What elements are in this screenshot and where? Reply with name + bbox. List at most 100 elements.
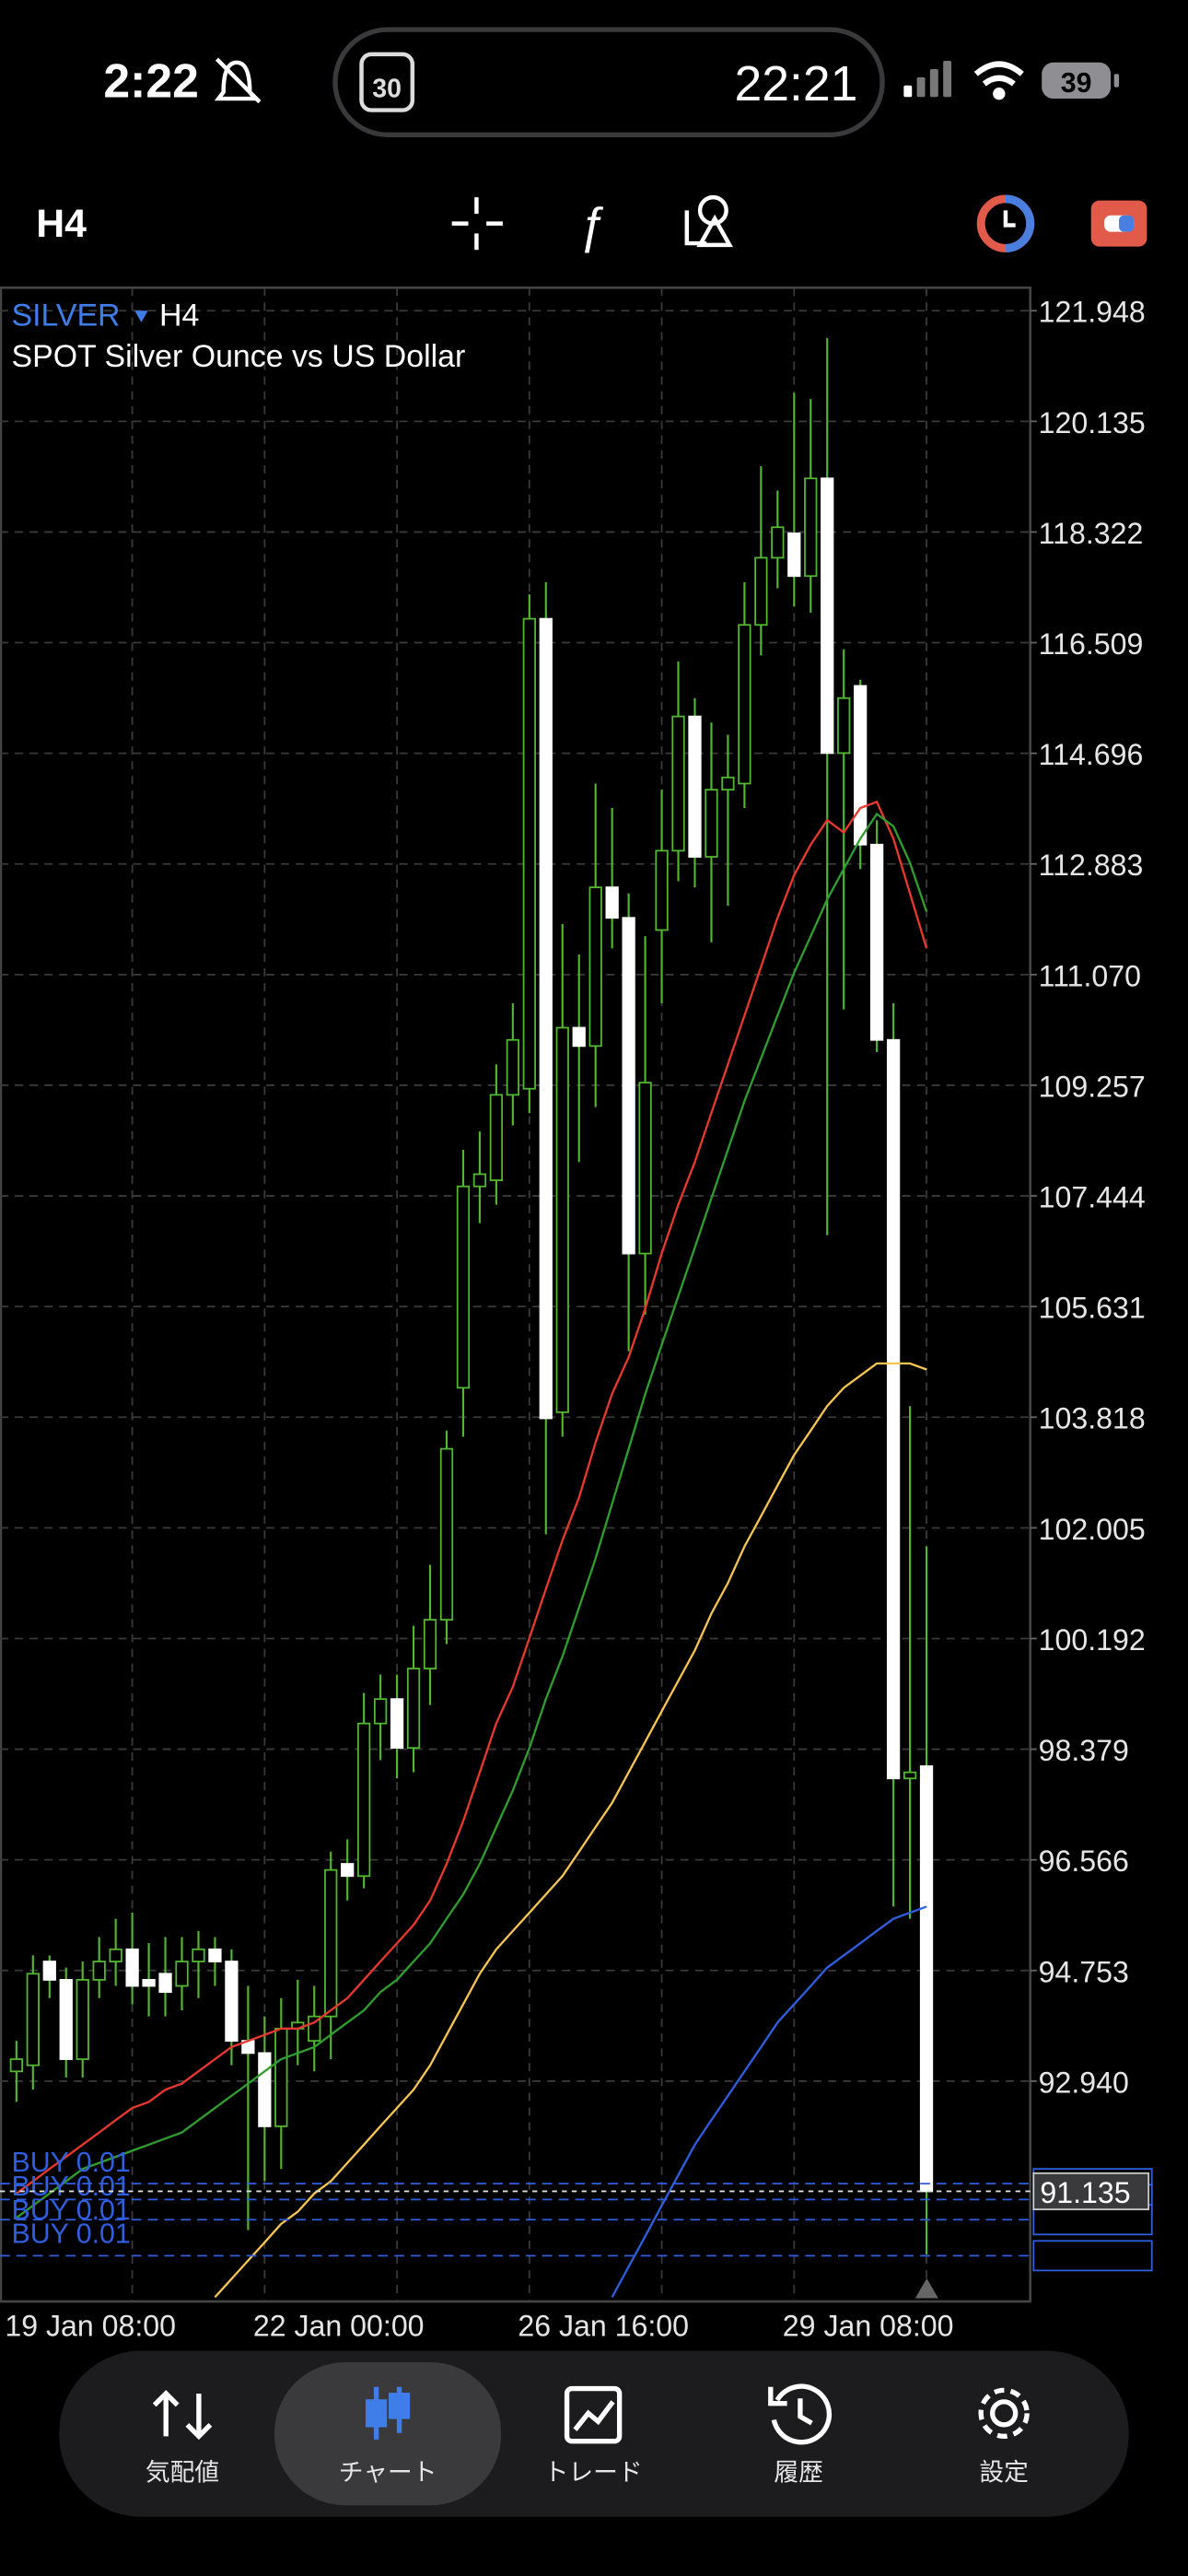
candle-body xyxy=(771,526,785,559)
candle-body xyxy=(655,849,669,931)
y-tick-label: 94.753 xyxy=(1039,1955,1129,1988)
trade-clock-button[interactable] xyxy=(976,194,1035,252)
candle-body xyxy=(754,556,768,626)
candle-body xyxy=(489,1094,504,1181)
y-tick-label: 102.005 xyxy=(1039,1513,1146,1546)
nav-item[interactable]: 履歴 xyxy=(774,2459,823,2487)
battery-tip xyxy=(1113,74,1120,88)
candle-body xyxy=(456,1185,471,1389)
candle-body xyxy=(539,617,553,1420)
candle-body xyxy=(9,2058,23,2073)
crosshair-button[interactable] xyxy=(451,197,503,251)
moving-average xyxy=(214,1362,927,2299)
nav-item[interactable]: 設定 xyxy=(979,2459,1029,2487)
y-tick-label: 118.322 xyxy=(1039,517,1144,550)
account-button[interactable] xyxy=(1090,200,1147,247)
y-tick-label: 111.070 xyxy=(1039,959,1141,992)
y-tick-label: 107.444 xyxy=(1039,1181,1146,1214)
battery-level: 39 xyxy=(1061,68,1092,99)
candle-body xyxy=(258,2052,272,2127)
y-tick-label: 116.509 xyxy=(1039,627,1144,661)
nav-item[interactable]: チャート xyxy=(339,2459,437,2487)
candle-body xyxy=(870,843,884,1041)
x-tick-label: 22 Jan 00:00 xyxy=(253,2309,425,2342)
mute-icon xyxy=(214,57,262,104)
moving-average xyxy=(16,800,928,2195)
x-tick-label: 29 Jan 08:00 xyxy=(783,2309,954,2342)
island-time: 22:21 xyxy=(734,57,857,111)
y-tick-label: 98.379 xyxy=(1039,1734,1129,1767)
candle-body xyxy=(622,917,635,1255)
candle-body xyxy=(341,1863,355,1878)
y-tick-label: 120.135 xyxy=(1039,406,1146,439)
candle-body xyxy=(506,1038,519,1096)
moving-average xyxy=(16,812,928,2219)
y-tick-label: 92.940 xyxy=(1039,2066,1129,2099)
wifi-icon xyxy=(973,61,1024,100)
candle-body xyxy=(804,477,818,578)
current-price-box xyxy=(1032,2172,1150,2210)
nav-items: 気配値 チャート トレード 履歴 設定 xyxy=(146,2362,1029,2506)
plot xyxy=(9,337,934,2299)
y-tick-label: 105.631 xyxy=(1039,1292,1146,1325)
candle-body xyxy=(175,1961,189,1987)
candle-body xyxy=(423,1619,437,1669)
candle-body xyxy=(26,1973,40,2067)
symbol-dropdown[interactable] xyxy=(134,310,148,322)
candle-body xyxy=(854,685,868,846)
candle-body xyxy=(588,886,602,1048)
nav-item[interactable]: トレード xyxy=(544,2459,643,2487)
candle-body xyxy=(705,789,718,858)
order-price-box xyxy=(1032,2240,1153,2272)
candle-body xyxy=(439,1447,454,1621)
candle-body xyxy=(125,1948,139,1987)
plot-frame xyxy=(0,286,1032,2303)
current-price-label: 91.135 xyxy=(1040,2176,1130,2209)
candle-body xyxy=(59,1979,73,2060)
objects-button[interactable] xyxy=(684,194,734,248)
candle-body xyxy=(837,697,851,755)
candle-body xyxy=(406,1668,421,1750)
candle-body xyxy=(919,1765,934,2193)
candle-body xyxy=(274,2028,288,2127)
candle-body xyxy=(208,1948,222,1962)
candle-body xyxy=(42,1961,56,1981)
timeframe-button[interactable]: H4 xyxy=(36,202,87,246)
candle-body xyxy=(671,715,685,852)
clock: 2:22 xyxy=(103,53,199,107)
candle-body xyxy=(555,1026,569,1413)
order-label: BUY 0.01 xyxy=(11,2148,130,2178)
candle-body xyxy=(373,1698,388,1725)
candle-body xyxy=(721,776,735,791)
dynamic-island xyxy=(332,27,885,137)
calendar-icon xyxy=(359,52,415,112)
y-tick-label: 114.696 xyxy=(1039,738,1144,771)
nav-icons xyxy=(152,2383,1030,2445)
chart-timeframe: H4 xyxy=(159,298,199,333)
candle-body xyxy=(76,1979,89,2060)
candle-body xyxy=(109,1948,122,1962)
order-label: BUY 0.01 xyxy=(11,2195,130,2226)
candle-body xyxy=(638,1082,652,1255)
candle-body xyxy=(605,886,619,919)
x-tick-label: 19 Jan 08:00 xyxy=(5,2309,176,2342)
candle-body xyxy=(472,1173,487,1188)
y-tick-label: 112.883 xyxy=(1039,849,1144,882)
candle-body xyxy=(142,1979,156,1987)
order-label: BUY 0.01 xyxy=(11,2219,130,2250)
candle-body xyxy=(324,1868,338,2018)
y-tick-label: 109.257 xyxy=(1039,1070,1146,1103)
moving-average xyxy=(611,1905,927,2298)
candle-body xyxy=(572,1026,586,1048)
nav-active-pill xyxy=(274,2362,502,2506)
indicators-button[interactable]: ƒ xyxy=(577,198,605,253)
battery xyxy=(1042,62,1112,100)
nav-item[interactable]: 気配値 xyxy=(146,2459,219,2487)
axes: 121.948 120.135 118.322 116.509 114.696 112.8… xyxy=(5,296,1145,2343)
candle-body xyxy=(688,715,702,858)
order-label: BUY 0.01 xyxy=(11,2172,130,2202)
candle-body xyxy=(886,1038,901,1780)
